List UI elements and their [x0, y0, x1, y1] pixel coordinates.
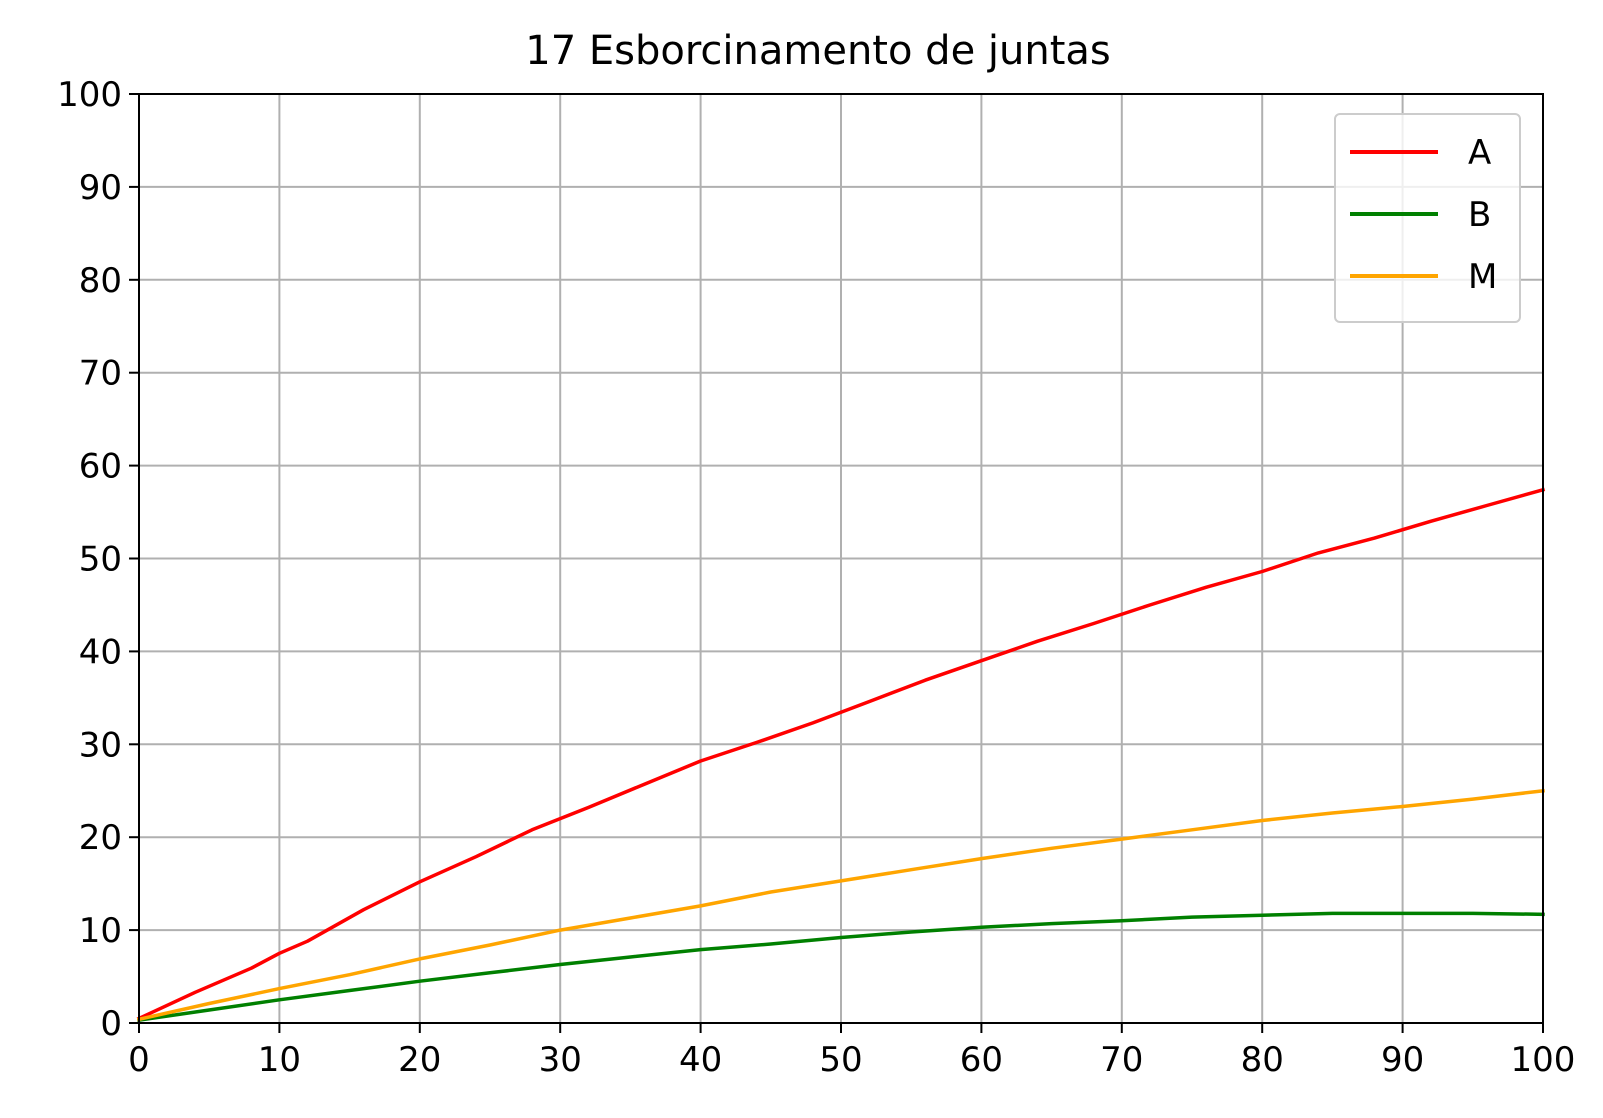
y-tick-label: 70 [79, 354, 122, 394]
series-line-a [136, 487, 1546, 1021]
x-tick-label: 40 [679, 1040, 722, 1080]
legend: ABM [1334, 113, 1521, 323]
chart-title: 17 Esborcinamento de juntas [525, 28, 1111, 74]
series-line-b [137, 911, 1545, 1023]
x-tick-label: 60 [960, 1040, 1003, 1080]
y-tick-label: 40 [79, 632, 122, 672]
y-tick-label: 90 [79, 168, 122, 208]
x-tick-label: 30 [539, 1040, 582, 1080]
x-tick-label: 50 [819, 1040, 862, 1080]
x-tick-label: 20 [398, 1040, 441, 1080]
legend-label-m: M [1468, 257, 1497, 297]
series-group [136, 487, 1546, 1023]
y-tick-label: 0 [100, 1004, 122, 1044]
y-tick-label: 60 [79, 447, 122, 487]
y-tick-label: 30 [79, 725, 122, 765]
x-tick-label: 0 [128, 1040, 150, 1080]
x-tick-label: 70 [1100, 1040, 1143, 1080]
y-tick-label: 10 [79, 911, 122, 951]
legend-box [1334, 113, 1521, 323]
x-tick-label: 90 [1381, 1040, 1424, 1080]
legend-label-b: B [1468, 195, 1491, 235]
x-tick-label: 80 [1241, 1040, 1284, 1080]
y-tick-label: 50 [79, 540, 122, 580]
y-tick-label: 20 [79, 818, 122, 858]
x-tick-label: 10 [258, 1040, 301, 1080]
y-tick-label: 80 [79, 261, 122, 301]
series-line-m [136, 788, 1545, 1022]
axis-ticks: 0 10 20 30 40 50 60 70 80 90 100 0 10 20 30 40 50 60 70 80 9… [57, 75, 1575, 1080]
x-tick-label: 100 [1511, 1040, 1576, 1080]
legend-label-a: A [1468, 133, 1491, 173]
y-tick-label: 100 [57, 75, 122, 115]
